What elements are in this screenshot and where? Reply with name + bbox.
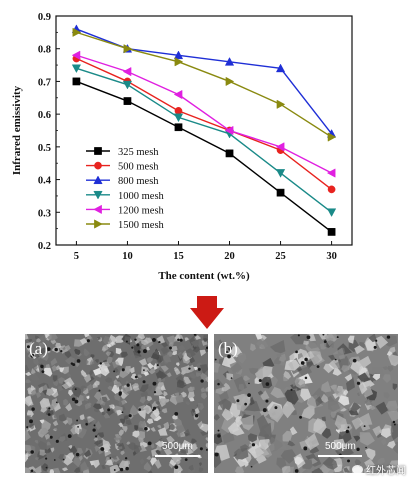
series-line	[76, 67, 333, 213]
data-point	[72, 27, 82, 37]
legend-marker	[94, 161, 102, 170]
down-arrow-icon	[189, 294, 225, 330]
x-tick-label: 25	[275, 251, 286, 262]
series-line	[76, 31, 332, 138]
legend-label: 325 mesh	[118, 147, 159, 158]
y-tick-label: 0.7	[38, 77, 51, 88]
axes: 5 10 15 20 25 30 0.2 0.3 0.4 0.5 0.6 0.7 0.8 0.9	[38, 12, 337, 262]
x-tick-label: 15	[173, 251, 184, 262]
y-tick-label: 0.9	[38, 12, 51, 23]
data-point	[173, 89, 183, 100]
legend-marker	[94, 219, 103, 229]
sem-image-a: (a) 500μm	[25, 334, 208, 473]
x-axis-title: The content (wt.%)	[158, 270, 250, 282]
series-325-mesh	[72, 77, 336, 236]
y-tick-label: 0.2	[38, 241, 51, 252]
legend-item: 500 mesh	[86, 162, 159, 173]
data-point	[71, 50, 81, 60]
legend: 325 mesh 500 mesh 800 mesh 1000 mesh 1200 me…	[86, 147, 165, 231]
scale-bar-b	[318, 455, 362, 457]
legend-label: 500 mesh	[118, 162, 159, 173]
legend-marker	[93, 204, 102, 215]
legend-label: 800 mesh	[118, 176, 159, 187]
legend-item: 1500 mesh	[86, 219, 165, 231]
legend-item: 325 mesh	[86, 147, 159, 158]
watermark: 红外芯闻	[352, 462, 406, 477]
x-tick-label: 20	[224, 251, 235, 262]
data-point	[326, 168, 336, 178]
data-point	[275, 142, 285, 152]
series-line	[76, 80, 333, 233]
series-1200-mesh	[71, 50, 336, 178]
scale-text-b: 500μm	[325, 441, 356, 452]
emissivity-chart: 5 10 15 20 25 30 0.2 0.3 0.4 0.5 0.6 0.7 0.8 0.9 325 …	[11, 12, 353, 282]
y-tick-label: 0.3	[38, 208, 51, 219]
y-axis-title: Infrared emissivity	[11, 85, 23, 175]
data-point	[327, 132, 337, 142]
data-point	[122, 80, 133, 90]
panel-label-b: (b)	[218, 339, 238, 358]
series-line	[76, 54, 332, 174]
y-tick-label: 0.8	[38, 45, 51, 56]
series-500-mesh	[72, 54, 336, 194]
data-point	[327, 228, 336, 236]
y-tick-label: 0.5	[38, 143, 51, 154]
legend-marker	[93, 190, 103, 200]
data-point	[225, 149, 234, 158]
panel-label-a: (a)	[29, 339, 48, 358]
data-point	[173, 50, 184, 60]
y-tick-label: 0.6	[38, 110, 51, 121]
scale-bar-a	[155, 455, 200, 457]
wechat-icon	[352, 465, 363, 474]
data-point	[275, 63, 286, 73]
data-point	[276, 99, 286, 109]
data-point	[71, 64, 82, 74]
legend-label: 1000 mesh	[118, 191, 165, 202]
series-layer	[71, 24, 337, 236]
data-point	[72, 77, 81, 86]
scale-text-a: 500μm	[162, 441, 193, 452]
series-1500-mesh	[72, 27, 337, 142]
data-point	[275, 169, 286, 178]
data-point	[173, 113, 184, 123]
legend-marker	[93, 175, 103, 185]
data-point	[327, 185, 336, 194]
data-point	[326, 208, 337, 218]
series-1000-mesh	[71, 64, 337, 218]
legend-label: 1200 mesh	[118, 205, 165, 216]
legend-item: 1000 mesh	[86, 191, 165, 202]
legend-label: 1500 mesh	[118, 220, 165, 231]
y-tick-label: 0.4	[38, 176, 52, 187]
x-tick-label: 5	[74, 251, 79, 262]
sem-image-b: (b) 500μm	[214, 334, 398, 473]
legend-item: 800 mesh	[86, 175, 159, 187]
data-point	[276, 188, 285, 197]
x-tick-label: 30	[326, 251, 337, 262]
data-point	[123, 44, 133, 54]
data-point	[174, 57, 184, 67]
legend-marker	[94, 147, 102, 155]
data-point	[122, 66, 132, 77]
x-tick-label: 10	[122, 251, 133, 262]
legend-item: 1200 mesh	[86, 204, 165, 216]
watermark-text: 红外芯闻	[366, 466, 406, 477]
data-point	[224, 57, 235, 66]
data-point	[224, 125, 234, 136]
data-point	[174, 107, 183, 115]
series-line	[76, 57, 333, 190]
data-point	[225, 76, 235, 87]
data-point	[174, 123, 183, 132]
data-point	[123, 97, 132, 105]
